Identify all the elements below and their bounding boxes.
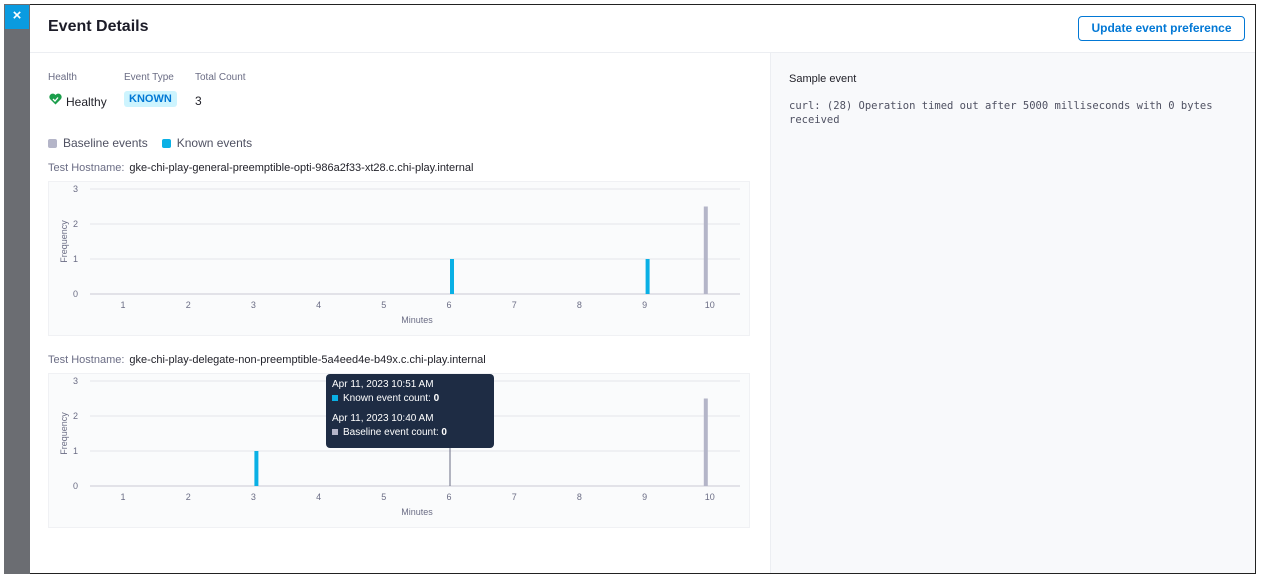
y-tick-label: 0: [73, 481, 78, 491]
divider: [30, 52, 1255, 53]
hostname-label: Test Hostname:: [48, 354, 125, 366]
health-icon: [49, 93, 62, 105]
y-tick-label: 1: [73, 446, 78, 456]
x-tick-label: 6: [446, 300, 451, 310]
background-page: [4, 4, 32, 574]
x-tick-label: 9: [642, 300, 647, 310]
tooltip-row: Baseline event count: 0: [332, 427, 488, 438]
tooltip-value: 0: [433, 393, 440, 404]
tooltip-row: Known event count: 0: [332, 393, 488, 404]
hostname-label: Test Hostname:: [48, 162, 125, 174]
health-label: Health: [48, 72, 77, 83]
x-axis-label: Minutes: [401, 315, 433, 325]
x-tick-label: 2: [186, 492, 191, 502]
x-axis-label: Minutes: [401, 507, 433, 517]
tooltip-label: Baseline event count:: [343, 427, 439, 438]
x-tick-label: 8: [577, 300, 582, 310]
preference-button[interactable]: Update event preference: [1078, 16, 1245, 41]
x-tick-label: 6: [446, 492, 451, 502]
x-tick-label: 3: [251, 492, 256, 502]
bar: [254, 451, 259, 486]
bar: [645, 259, 650, 294]
bar: [450, 259, 454, 294]
tooltip-time: Apr 11, 2023 10:40 AM: [332, 413, 434, 424]
legend-swatch: [48, 138, 57, 148]
modal-title: Event Details: [48, 18, 149, 35]
y-axis-label: Frequency: [59, 412, 69, 455]
x-tick-label: 5: [381, 492, 386, 502]
y-axis-label: Frequency: [59, 220, 69, 263]
total-count-label: Total Count: [195, 72, 246, 83]
legend-label: Known events: [176, 136, 253, 150]
close-button[interactable]: ×: [5, 5, 29, 29]
x-tick-label: 4: [316, 492, 321, 502]
tooltip-swatch: [332, 395, 338, 401]
chart: 0 1 2 3 Frequency Minutes 1 2 3 4 5 6 7 8 9 10: [59, 184, 740, 325]
legend-swatch: [161, 138, 171, 148]
sample-title: Sample event: [789, 73, 857, 85]
x-tick-label: 1: [120, 300, 125, 310]
health-value: Healthy: [66, 95, 107, 109]
tooltip: Apr 11, 2023 10:51 AM Known event count:…: [326, 374, 494, 448]
x-tick-label: 7: [512, 492, 517, 502]
x-tick-label: 1: [120, 492, 125, 502]
x-tick-label: 10: [705, 492, 715, 502]
y-tick-label: 1: [73, 254, 78, 264]
y-tick-label: 3: [73, 376, 78, 386]
hostname: Test Hostname: gke-chi-play-general-preem…: [48, 162, 473, 174]
tooltip-time: Apr 11, 2023 10:51 AM: [332, 379, 434, 390]
y-tick-label: 3: [73, 184, 78, 194]
hostname-value: gke-chi-play-general-preemptible-opti-98…: [129, 162, 474, 174]
legend: Baseline events Known events: [48, 136, 252, 150]
sample-panel: [770, 53, 1255, 573]
tooltip-value: 0: [441, 427, 447, 438]
bar: [703, 398, 708, 486]
event-type-badge: KNOWN: [124, 91, 177, 107]
x-tick-label: 4: [316, 300, 321, 310]
event-type-label: Event Type: [124, 72, 174, 83]
x-tick-label: 8: [577, 492, 582, 502]
sample-text: curl: (28) Operation timed out after 500…: [789, 100, 1213, 126]
x-tick-label: 2: [186, 300, 191, 310]
x-tick-label: 10: [705, 300, 715, 310]
y-tick-label: 2: [73, 219, 78, 229]
y-tick-label: 0: [73, 289, 78, 299]
y-tick-label: 2: [73, 411, 78, 421]
x-tick-label: 9: [642, 492, 647, 502]
x-tick-label: 5: [381, 300, 386, 310]
x-tick-label: 7: [512, 300, 517, 310]
tooltip-label: Known event count:: [343, 393, 431, 404]
hostname-value: gke-chi-play-delegate-non-preemptible-5a…: [129, 354, 486, 366]
x-tick-label: 3: [251, 300, 256, 310]
tooltip-swatch: [332, 429, 338, 435]
total-count-value: 3: [195, 94, 202, 108]
bar: [703, 206, 708, 294]
hostname: Test Hostname: gke-chi-play-delegate-non-…: [48, 354, 486, 366]
legend-label: Baseline events: [63, 136, 148, 150]
